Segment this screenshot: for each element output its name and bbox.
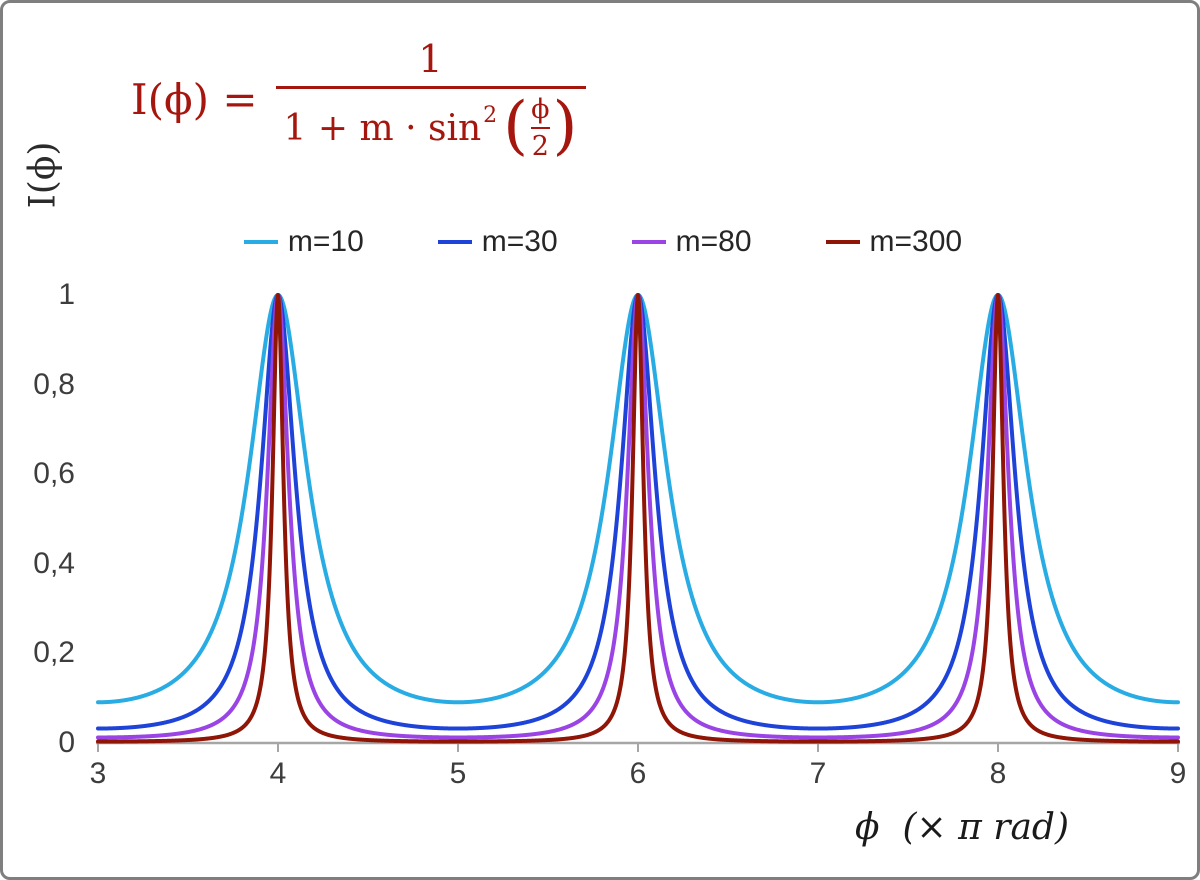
legend-label: m=80	[675, 225, 752, 258]
formula-denominator: 1 + m · sin 2 ( ϕ 2 )	[276, 94, 586, 162]
legend-item-m=300: m=300	[825, 225, 963, 259]
formula: I(ϕ) = 1 1 + m · sin 2 ( ϕ 2 )	[131, 37, 586, 162]
legend-item-m=30: m=30	[437, 225, 558, 259]
legend-swatch	[437, 240, 472, 244]
close-paren: )	[552, 89, 578, 164]
y-tick-label: 0,2	[33, 636, 75, 670]
open-paren: (	[503, 89, 529, 164]
plot-area	[96, 293, 1180, 752]
denominator-prefix: 1 + m · sin	[283, 107, 482, 149]
formula-fraction: 1 1 + m · sin 2 ( ϕ 2 )	[275, 37, 586, 162]
legend-label: m=300	[869, 225, 963, 258]
y-tick-label: 0	[58, 726, 75, 759]
y-tick-label: 0,4	[33, 546, 75, 580]
legend: m=10 m=30 m=80 m=300	[43, 225, 1163, 259]
x-tick-label: 3	[89, 757, 107, 790]
inner-denominator: 2	[531, 131, 549, 162]
curve-m=300	[96, 293, 1180, 744]
x-axis-title: ϕ (× π rad)	[855, 807, 1069, 848]
denominator-exponent: 2	[483, 102, 498, 128]
y-axis-title: I(ϕ)	[22, 141, 64, 209]
legend-item-m=10: m=10	[243, 225, 364, 259]
curve-m=80	[96, 293, 1180, 740]
x-tick-label: 5	[449, 757, 467, 790]
x-tick-label: 4	[269, 757, 287, 790]
y-tick-label: 0,6	[33, 457, 75, 491]
inner-numerator: ϕ	[531, 94, 550, 125]
formula-lhs: I(ϕ) =	[131, 75, 258, 124]
formula-numerator: 1	[418, 37, 443, 81]
x-tick-label: 8	[989, 757, 1007, 790]
curve-m=30	[96, 293, 1180, 731]
legend-swatch	[243, 240, 278, 244]
legend-item-m=80: m=80	[631, 225, 752, 259]
legend-swatch	[631, 240, 666, 244]
fraction-bar	[275, 86, 586, 89]
inner-fraction: ϕ 2	[531, 94, 550, 162]
y-tick-label: 1	[58, 278, 75, 311]
inner-fraction-bar	[531, 127, 550, 129]
legend-swatch	[825, 240, 860, 244]
y-tick-label: 0,8	[33, 367, 75, 401]
x-tick-label: 6	[629, 757, 647, 790]
legend-label: m=10	[287, 225, 364, 258]
x-tick-label: 7	[809, 757, 827, 790]
x-tick-label: 9	[1169, 757, 1187, 790]
legend-label: m=30	[481, 225, 558, 258]
